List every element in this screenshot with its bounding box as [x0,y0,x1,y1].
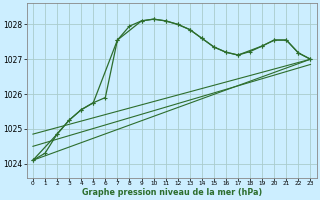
X-axis label: Graphe pression niveau de la mer (hPa): Graphe pression niveau de la mer (hPa) [82,188,262,197]
